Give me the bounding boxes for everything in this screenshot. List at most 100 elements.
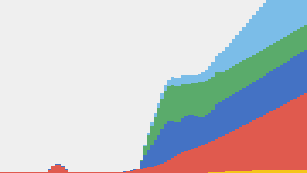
Bar	[208, 172, 212, 173]
Bar	[286, 170, 290, 173]
Bar	[164, 162, 167, 173]
Bar	[283, 104, 286, 170]
Bar	[239, 90, 242, 127]
Bar	[164, 124, 167, 162]
Bar	[14, 172, 17, 173]
Bar	[276, 170, 280, 173]
Bar	[215, 56, 218, 72]
Bar	[85, 172, 89, 173]
Bar	[174, 156, 177, 173]
Bar	[116, 172, 119, 173]
Bar	[184, 116, 188, 151]
Bar	[218, 102, 222, 137]
Bar	[177, 86, 181, 122]
Bar	[21, 172, 24, 173]
Bar	[99, 172, 102, 173]
Bar	[276, 41, 280, 67]
Bar	[212, 110, 215, 141]
Bar	[228, 68, 232, 96]
Bar	[143, 155, 147, 168]
Bar	[300, 27, 304, 52]
Bar	[150, 167, 154, 173]
Bar	[164, 91, 167, 124]
Bar	[235, 64, 239, 92]
Bar	[252, 82, 256, 120]
Bar	[263, 170, 266, 173]
Bar	[228, 96, 232, 132]
Bar	[188, 150, 191, 173]
Bar	[242, 88, 246, 125]
Bar	[130, 170, 133, 171]
Bar	[235, 171, 239, 173]
Bar	[147, 133, 150, 135]
Bar	[273, 0, 276, 43]
Bar	[293, 99, 297, 170]
Bar	[300, 0, 304, 27]
Bar	[140, 169, 143, 173]
Bar	[252, 171, 256, 173]
Bar	[191, 149, 194, 173]
Bar	[157, 165, 160, 173]
Bar	[270, 111, 273, 170]
Bar	[283, 0, 286, 37]
Bar	[222, 51, 225, 72]
Bar	[208, 142, 212, 172]
Bar	[225, 70, 228, 98]
Bar	[263, 49, 266, 76]
Bar	[249, 171, 252, 173]
Bar	[109, 172, 113, 173]
Bar	[218, 172, 222, 173]
Bar	[235, 35, 239, 64]
Bar	[266, 113, 270, 170]
Bar	[259, 78, 263, 117]
Bar	[239, 127, 242, 171]
Bar	[218, 53, 222, 72]
Bar	[160, 164, 164, 173]
Bar	[304, 0, 307, 25]
Bar	[297, 29, 300, 54]
Bar	[181, 152, 184, 173]
Bar	[150, 122, 154, 126]
Bar	[249, 122, 252, 171]
Bar	[273, 170, 276, 173]
Bar	[270, 0, 273, 45]
Bar	[37, 172, 41, 173]
Bar	[106, 172, 109, 173]
Bar	[249, 19, 252, 57]
Bar	[286, 0, 290, 35]
Bar	[225, 98, 228, 134]
Bar	[198, 74, 201, 82]
Bar	[205, 70, 208, 81]
Bar	[263, 3, 266, 49]
Bar	[31, 172, 34, 173]
Bar	[252, 15, 256, 55]
Bar	[27, 172, 31, 173]
Bar	[222, 100, 225, 136]
Bar	[174, 122, 177, 156]
Bar	[177, 154, 181, 173]
Bar	[256, 53, 259, 80]
Bar	[201, 82, 205, 117]
Bar	[194, 75, 198, 83]
Bar	[181, 118, 184, 152]
Bar	[48, 170, 51, 173]
Bar	[239, 171, 242, 173]
Bar	[171, 158, 174, 173]
Bar	[263, 76, 266, 115]
Bar	[147, 135, 150, 150]
Bar	[89, 172, 92, 173]
Bar	[65, 169, 68, 170]
Bar	[300, 52, 304, 95]
Bar	[249, 57, 252, 84]
Bar	[232, 66, 235, 94]
Bar	[198, 146, 201, 173]
Bar	[283, 170, 286, 173]
Bar	[290, 100, 293, 170]
Bar	[276, 108, 280, 170]
Bar	[300, 170, 304, 173]
Bar	[167, 160, 171, 173]
Bar	[171, 121, 174, 158]
Bar	[61, 167, 65, 173]
Bar	[293, 56, 297, 99]
Bar	[167, 121, 171, 160]
